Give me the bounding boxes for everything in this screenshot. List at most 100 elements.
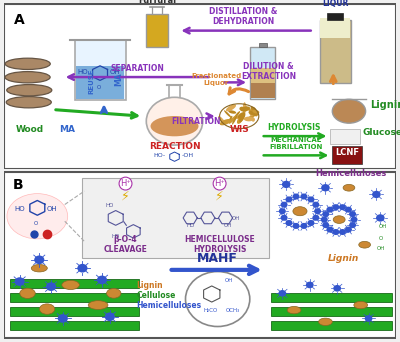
Ellipse shape — [236, 121, 242, 126]
Ellipse shape — [150, 116, 198, 136]
Text: HYDROLYSIS: HYDROLYSIS — [267, 123, 321, 132]
Circle shape — [300, 223, 308, 229]
Text: Fractionated
Liquor: Fractionated Liquor — [191, 73, 242, 86]
Circle shape — [339, 204, 346, 210]
Text: FILTRATION: FILTRATION — [171, 117, 221, 126]
FancyBboxPatch shape — [4, 172, 396, 338]
Ellipse shape — [250, 119, 256, 130]
Circle shape — [292, 223, 300, 229]
FancyBboxPatch shape — [332, 146, 362, 164]
Circle shape — [306, 281, 314, 288]
Text: MAHF: MAHF — [197, 252, 238, 265]
Text: Hemicelluloses: Hemicelluloses — [136, 301, 202, 310]
Circle shape — [282, 181, 290, 188]
Ellipse shape — [359, 241, 370, 248]
Circle shape — [345, 226, 352, 233]
Text: Hemicelluloses: Hemicelluloses — [315, 169, 386, 178]
Ellipse shape — [248, 119, 252, 126]
Text: OH: OH — [225, 278, 233, 282]
Circle shape — [186, 272, 250, 327]
FancyBboxPatch shape — [270, 321, 392, 330]
Text: OCH₃: OCH₃ — [226, 308, 240, 313]
Ellipse shape — [343, 184, 355, 191]
Circle shape — [314, 208, 321, 214]
Text: HO: HO — [112, 234, 120, 239]
Circle shape — [105, 313, 115, 321]
Text: Wood: Wood — [16, 125, 44, 134]
Ellipse shape — [248, 121, 261, 124]
Circle shape — [365, 315, 372, 322]
Circle shape — [58, 314, 68, 323]
Circle shape — [322, 211, 329, 217]
Circle shape — [321, 216, 328, 223]
Ellipse shape — [234, 111, 246, 119]
Ellipse shape — [241, 110, 245, 113]
Text: OH: OH — [378, 224, 387, 229]
Circle shape — [350, 216, 358, 223]
Ellipse shape — [20, 288, 35, 299]
Text: Furfural: Furfural — [138, 0, 176, 5]
Text: HO: HO — [106, 203, 114, 208]
Circle shape — [292, 194, 300, 199]
Text: H₂CO: H₂CO — [204, 308, 218, 313]
Ellipse shape — [241, 106, 248, 115]
FancyBboxPatch shape — [10, 307, 139, 316]
Circle shape — [300, 194, 308, 199]
Circle shape — [349, 222, 356, 228]
Circle shape — [339, 229, 346, 235]
Text: O: O — [34, 221, 38, 226]
Ellipse shape — [287, 306, 301, 314]
Circle shape — [286, 220, 292, 226]
Ellipse shape — [250, 112, 254, 117]
Circle shape — [280, 215, 288, 221]
Circle shape — [345, 207, 352, 213]
Ellipse shape — [5, 58, 50, 69]
Text: DILUTION &
EXTRACTION: DILUTION & EXTRACTION — [241, 62, 296, 81]
FancyBboxPatch shape — [82, 178, 269, 258]
Text: -OH: -OH — [182, 153, 194, 158]
Circle shape — [286, 196, 292, 202]
Ellipse shape — [243, 112, 253, 121]
Circle shape — [372, 191, 381, 198]
Text: OH: OH — [224, 223, 232, 228]
Circle shape — [349, 211, 356, 217]
FancyBboxPatch shape — [146, 14, 168, 47]
Circle shape — [312, 202, 319, 208]
Ellipse shape — [332, 99, 366, 123]
Circle shape — [333, 285, 341, 292]
Circle shape — [278, 290, 286, 297]
Text: OH: OH — [232, 215, 240, 221]
Circle shape — [34, 255, 44, 264]
Ellipse shape — [6, 96, 51, 108]
Circle shape — [326, 226, 334, 233]
Text: Lignin: Lignin — [136, 281, 163, 290]
Ellipse shape — [232, 105, 238, 109]
Ellipse shape — [40, 304, 55, 314]
Text: H⁺: H⁺ — [120, 179, 131, 188]
FancyBboxPatch shape — [328, 13, 343, 20]
FancyBboxPatch shape — [10, 279, 139, 288]
Circle shape — [97, 276, 107, 284]
FancyBboxPatch shape — [251, 68, 275, 83]
FancyBboxPatch shape — [270, 307, 392, 316]
Text: DISTILLATION &
DEHYDRATION: DISTILLATION & DEHYDRATION — [209, 6, 277, 26]
Ellipse shape — [241, 118, 245, 121]
FancyBboxPatch shape — [74, 40, 126, 100]
Text: OH: OH — [47, 206, 58, 212]
Text: MA: MA — [59, 125, 75, 134]
Ellipse shape — [106, 289, 121, 298]
Ellipse shape — [238, 121, 246, 126]
FancyBboxPatch shape — [10, 293, 139, 302]
Text: HEMICELLULOSE
HYDROLYSIS: HEMICELLULOSE HYDROLYSIS — [184, 235, 255, 254]
Ellipse shape — [7, 194, 68, 239]
Circle shape — [326, 207, 334, 213]
Ellipse shape — [7, 84, 52, 96]
Ellipse shape — [226, 111, 232, 119]
Ellipse shape — [228, 109, 233, 118]
Ellipse shape — [248, 117, 252, 122]
FancyBboxPatch shape — [250, 48, 276, 99]
Text: ⚡: ⚡ — [215, 189, 224, 202]
FancyBboxPatch shape — [330, 130, 360, 144]
Text: HO-: HO- — [153, 153, 165, 158]
Text: O: O — [97, 84, 101, 90]
